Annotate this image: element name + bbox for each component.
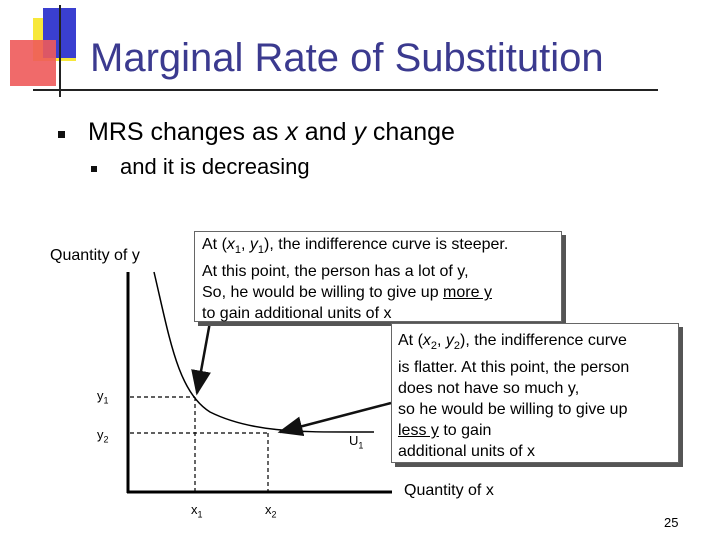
arrow-to-point-1	[191, 321, 212, 396]
bullet-sub-text: and it is decreasing	[120, 154, 310, 179]
bullet-main-text: MRS changes as x and y change	[88, 118, 455, 146]
indifference-curve-u1	[153, 271, 374, 433]
callout-flatter-line-6: additional units of x	[398, 443, 535, 461]
callout-flatter: At (x2, y2), the indifference curve is f…	[391, 323, 679, 463]
slide-title: Marginal Rate of Substitution	[90, 36, 604, 80]
x1-tick-label: x1	[191, 502, 203, 520]
arrow-to-point-2	[277, 401, 392, 436]
curve-label-u1: U1	[349, 433, 364, 451]
x-axis-label: Quantity of x	[404, 482, 494, 499]
decorative-vertical-line	[59, 5, 61, 97]
y2-tick-label: y2	[97, 427, 109, 445]
decorative-red-square	[10, 40, 56, 86]
callout-flatter-line-2: is flatter. At this point, the person	[398, 359, 630, 377]
title-underline	[33, 89, 658, 91]
sub-bullet-marker	[91, 166, 97, 172]
bullet-marker	[58, 131, 65, 138]
callout-steeper-line-2: At this point, the person has a lot of y…	[202, 263, 469, 281]
callout-flatter-line-4: so he would be willing to give up	[398, 401, 628, 419]
callout-steeper: At (x1, y1), the indifference curve is s…	[194, 231, 562, 322]
x2-tick-label: x2	[265, 502, 277, 520]
y-axis-label: Quantity of y	[50, 247, 140, 264]
page-number: 25	[664, 515, 679, 530]
y1-tick-label: y1	[97, 388, 109, 406]
callout-flatter-line-5: less y to gain	[398, 422, 492, 440]
callout-flatter-line-1: At (x2, y2), the indifference curve	[398, 332, 627, 353]
callout-steeper-line-1: At (x1, y1), the indifference curve is s…	[202, 236, 509, 257]
callout-steeper-line-3: So, he would be willing to give up more …	[202, 284, 492, 302]
callout-flatter-line-3: does not have so much y,	[398, 380, 580, 398]
callout-steeper-line-4: to gain additional units of x	[202, 305, 392, 323]
